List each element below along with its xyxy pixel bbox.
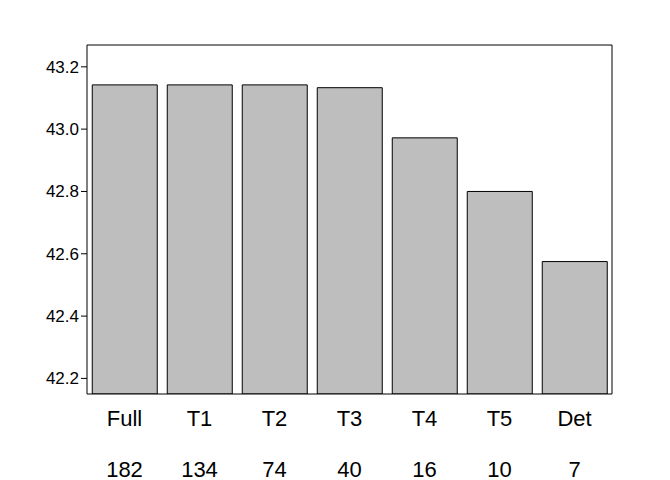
svg-text:74: 74 [262, 457, 286, 480]
svg-text:7: 7 [568, 457, 580, 480]
svg-text:43.2: 43.2 [46, 58, 79, 77]
svg-text:10: 10 [487, 457, 511, 480]
svg-text:42.6: 42.6 [46, 245, 79, 264]
svg-text:40: 40 [337, 457, 361, 480]
svg-text:42.8: 42.8 [46, 182, 79, 201]
svg-text:42.2: 42.2 [46, 369, 79, 388]
svg-text:T5: T5 [487, 406, 513, 431]
svg-text:T3: T3 [337, 406, 363, 431]
svg-text:T2: T2 [262, 406, 288, 431]
svg-text:134: 134 [181, 457, 218, 480]
svg-text:42.4: 42.4 [46, 307, 79, 326]
svg-text:43.0: 43.0 [46, 120, 79, 139]
svg-text:16: 16 [412, 457, 436, 480]
svg-text:Full: Full [107, 406, 142, 431]
svg-text:T4: T4 [412, 406, 438, 431]
svg-text:Det: Det [557, 406, 591, 431]
svg-text:T1: T1 [187, 406, 213, 431]
svg-text:182: 182 [106, 457, 143, 480]
